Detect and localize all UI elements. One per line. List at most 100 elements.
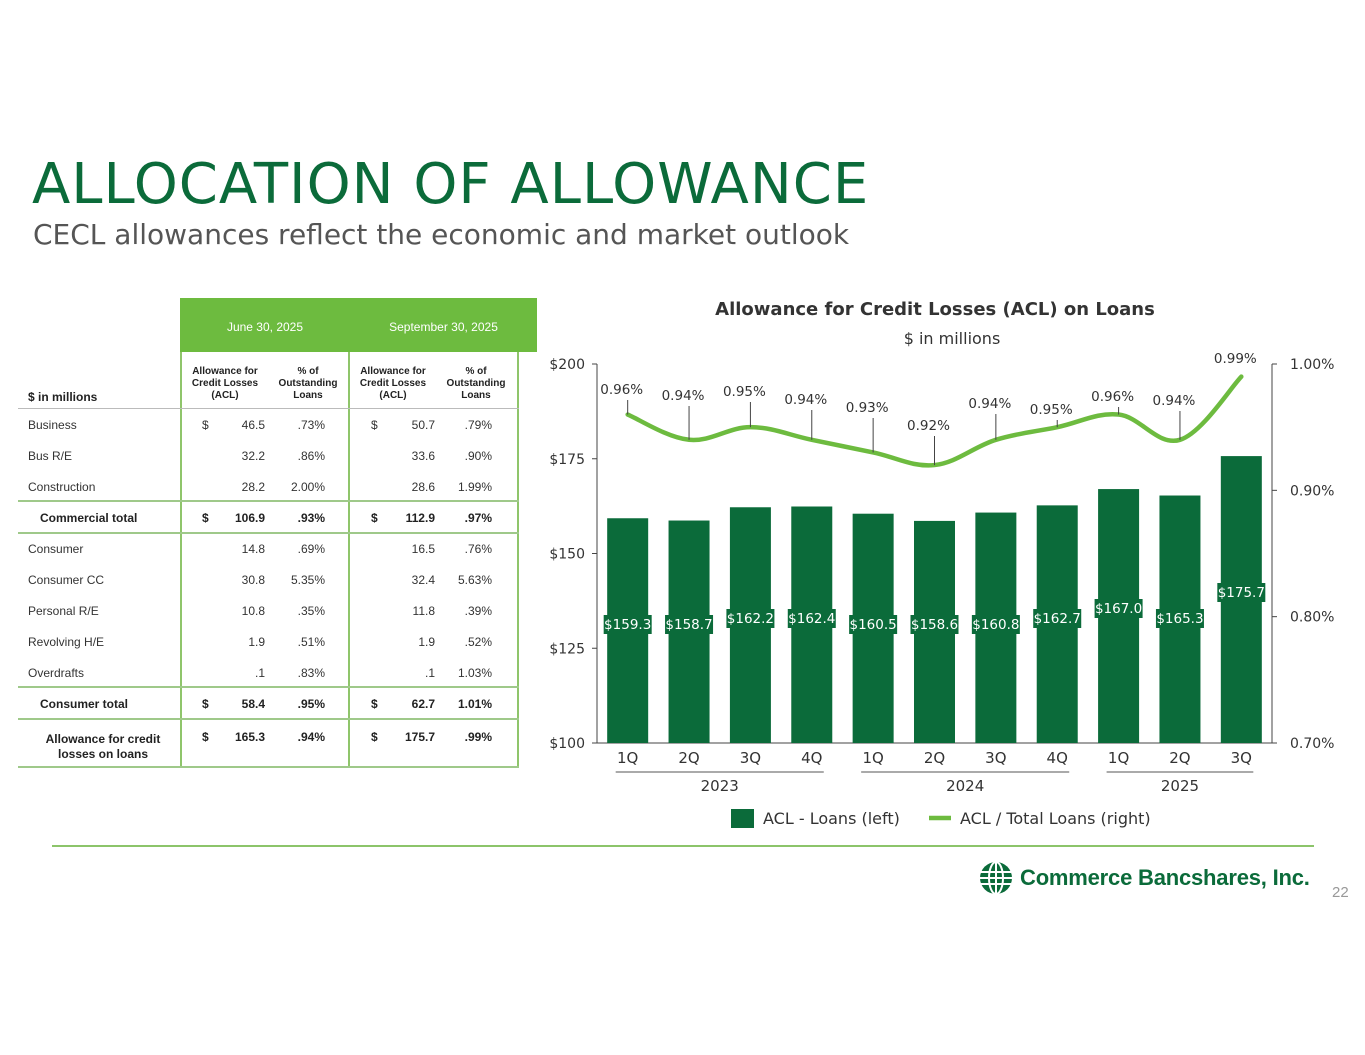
- total-rule-bottom: [18, 718, 519, 720]
- header-rule: [18, 408, 519, 409]
- cell-sep-pct: .79%: [464, 418, 492, 432]
- bar-label-box: [726, 609, 775, 628]
- cell-june-acl: 165.3: [234, 730, 265, 744]
- bar-label: $158.6: [911, 617, 958, 633]
- year-group-label: 2025: [1161, 777, 1199, 795]
- legend-bar-label: ACL - Loans (left): [763, 809, 900, 828]
- line-label: 0.96%: [1091, 389, 1134, 405]
- bar-label-box: [603, 615, 652, 634]
- total-rule-bottom: [18, 532, 519, 534]
- dollar-sign: $: [202, 511, 209, 525]
- bar-label-box: [1094, 599, 1143, 618]
- bar-label: $162.7: [1034, 611, 1081, 627]
- bar-label: $162.4: [788, 611, 835, 627]
- cell-sep-acl: 62.7: [411, 697, 435, 711]
- row-label: Bus R/E: [28, 449, 73, 463]
- cell-sep-pct: .39%: [464, 604, 492, 618]
- cell-sep-acl: 175.7: [404, 730, 435, 744]
- period-header-band: [180, 298, 537, 352]
- dollar-sign: $: [371, 511, 378, 525]
- company-name: Commerce Bancshares, Inc.: [1020, 865, 1310, 890]
- cell-sep-acl: 16.5: [411, 542, 435, 556]
- cell-june-acl: .1: [254, 666, 265, 680]
- left-tick-label: $200: [549, 357, 585, 373]
- cell-sep-pct: .76%: [464, 542, 492, 556]
- right-tick-label: 0.80%: [1290, 610, 1334, 626]
- bar-label: $158.7: [665, 617, 712, 633]
- legend-bar-swatch: [731, 809, 754, 828]
- cell-sep-pct: .97%: [464, 511, 492, 525]
- cell-sep-pct: 1.01%: [457, 697, 492, 711]
- row-label: Revolving H/E: [28, 635, 105, 649]
- bar-label-box: [971, 615, 1020, 634]
- line-label: 0.92%: [907, 418, 950, 434]
- x-tick-label: 1Q: [1108, 749, 1129, 767]
- row-label: Consumer: [28, 542, 84, 556]
- line-label: 0.95%: [723, 384, 766, 400]
- cell-june-acl: 28.2: [241, 480, 265, 494]
- page-number: 22: [1332, 884, 1349, 901]
- dollar-sign: $: [202, 730, 209, 744]
- col-pct-june: % of Outstanding Loans: [278, 366, 338, 401]
- cell-june-pct: .94%: [297, 730, 325, 744]
- acl-chart: Allowance for Credit Losses (ACL) on Loa…: [549, 299, 1334, 828]
- cell-sep-acl: 33.6: [411, 449, 435, 463]
- line-label: 0.93%: [846, 400, 889, 416]
- company-logo: Commerce Bancshares, Inc.: [978, 858, 1310, 898]
- cell-june-acl: 30.8: [241, 573, 265, 587]
- globe-icon: [980, 861, 1012, 895]
- right-tick-label: 0.70%: [1290, 736, 1334, 752]
- row-label: Construction: [28, 480, 96, 494]
- bar-label-box: [849, 615, 898, 634]
- table-bottom-rule: [18, 766, 519, 768]
- unit-label: $ in millions: [28, 390, 98, 404]
- page-title: ALLOCATION OF ALLOWANCE: [32, 152, 870, 217]
- x-tick-label: 2Q: [678, 749, 699, 767]
- bar-label-box: [1155, 609, 1204, 628]
- divider-right: [517, 352, 519, 768]
- legend-line-label: ACL / Total Loans (right): [960, 809, 1151, 828]
- cell-sep-acl: 11.8: [412, 604, 435, 618]
- bar-label: $167.0: [1095, 601, 1142, 617]
- cell-sep-acl: 50.7: [411, 418, 435, 432]
- dollar-sign: $: [371, 730, 378, 744]
- cell-sep-pct: 1.99%: [457, 480, 492, 494]
- bar-label-box: [665, 615, 714, 634]
- line-label: 0.99%: [1214, 351, 1257, 367]
- line-label: 0.94%: [662, 388, 705, 404]
- bar-label-box: [910, 615, 959, 634]
- x-tick-label: 4Q: [1047, 749, 1068, 767]
- x-tick-label: 4Q: [801, 749, 822, 767]
- cell-june-pct: .83%: [297, 666, 325, 680]
- footer-rule: [52, 845, 1314, 847]
- x-tick-label: 3Q: [740, 749, 761, 767]
- row-label: Commercial total: [40, 511, 138, 525]
- dollar-sign: $: [371, 697, 378, 711]
- cell-june-acl: 10.8: [241, 604, 265, 618]
- allowance-table: June 30, 2025 September 30, 2025 Allowan…: [18, 298, 537, 768]
- period-september: September 30, 2025: [389, 320, 498, 334]
- bar-label-box: [1217, 583, 1266, 602]
- cell-sep-pct: .90%: [464, 449, 492, 463]
- line-label: 0.94%: [784, 392, 827, 408]
- cell-sep-pct: .99%: [464, 730, 492, 744]
- row-label: Consumer total: [40, 697, 129, 711]
- left-tick-label: $125: [549, 641, 585, 657]
- year-group-label: 2023: [701, 777, 739, 795]
- bar-label: $165.3: [1156, 611, 1203, 627]
- period-june: June 30, 2025: [226, 320, 304, 334]
- x-tick-label: 3Q: [1231, 749, 1252, 767]
- cell-june-pct: 5.35%: [290, 573, 325, 587]
- cell-june-acl: 106.9: [234, 511, 265, 525]
- cell-june-pct: .93%: [297, 511, 325, 525]
- line-label: 0.94%: [968, 396, 1011, 412]
- cell-june-pct: .95%: [297, 697, 325, 711]
- left-tick-label: $175: [549, 452, 585, 468]
- cell-june-acl: 46.5: [241, 418, 265, 432]
- row-label: Business: [28, 418, 77, 432]
- bar-label: $160.8: [972, 617, 1019, 633]
- cell-sep-acl: .1: [424, 666, 435, 680]
- x-tick-label: 2Q: [924, 749, 945, 767]
- divider-june: [180, 352, 182, 768]
- bar-label: $175.7: [1218, 585, 1265, 601]
